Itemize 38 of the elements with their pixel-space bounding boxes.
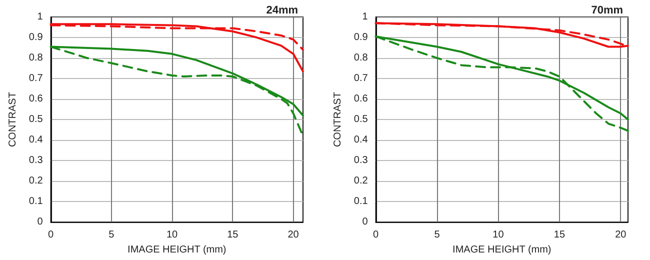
- y-tick-label: 0.1: [28, 196, 44, 208]
- x-tick-label: 5: [434, 230, 440, 241]
- x-tick-label: 15: [554, 230, 566, 241]
- x-tick-label: 5: [108, 230, 115, 241]
- y-tick-label: 0.4: [28, 134, 44, 146]
- y-tick-label: 0.2: [28, 176, 44, 187]
- y-tick-label: 1: [37, 12, 44, 22]
- x-axis-title: IMAGE HEIGHT (mm): [452, 244, 552, 256]
- y-tick-label: 0.4: [354, 134, 368, 146]
- y-tick-label: 0.6: [28, 94, 44, 105]
- y-tick-label: 0.8: [28, 52, 44, 64]
- x-tick-label: 20: [288, 230, 300, 241]
- x-axis-title: IMAGE HEIGHT (mm): [128, 244, 226, 256]
- y-tick-label: 0: [362, 216, 368, 228]
- y-tick-label: 0.1: [354, 196, 368, 208]
- x-tick-label: 15: [227, 230, 239, 241]
- y-tick-label: 0.3: [354, 155, 368, 166]
- y-tick-label: 0.6: [354, 94, 368, 105]
- y-tick-label: 0.7: [28, 73, 44, 84]
- y-tick-label: 0: [37, 216, 44, 228]
- y-tick-label: 1: [362, 12, 368, 22]
- y-tick-label: 0.5: [28, 114, 44, 126]
- y-tick-label: 0.2: [354, 176, 368, 187]
- x-tick-label: 20: [615, 230, 627, 241]
- y-tick-label: 0.5: [354, 114, 368, 126]
- y-axis-title: CONTRAST: [8, 92, 18, 148]
- chart-title: 24mm: [266, 4, 298, 16]
- y-tick-label: 0.8: [354, 52, 368, 64]
- y-axis-title: CONTRAST: [332, 92, 344, 148]
- y-tick-label: 0.9: [354, 32, 368, 44]
- chart-title: 70mm: [591, 4, 624, 16]
- x-tick-label: 0: [48, 230, 54, 241]
- x-tick-label: 10: [492, 230, 504, 241]
- y-tick-label: 0.7: [354, 73, 368, 84]
- x-tick-label: 10: [166, 230, 178, 241]
- x-tick-label: 0: [373, 230, 380, 241]
- y-tick-label: 0.9: [28, 32, 44, 44]
- y-tick-label: 0.3: [28, 155, 44, 166]
